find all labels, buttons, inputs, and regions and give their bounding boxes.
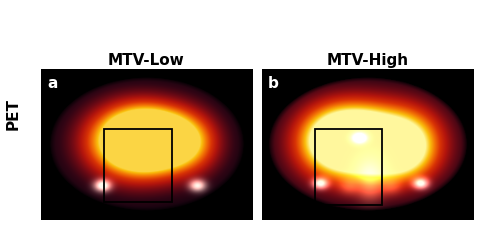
Text: PET: PET bbox=[6, 98, 21, 131]
Bar bbox=[104, 129, 172, 202]
Bar bbox=[315, 129, 382, 205]
Text: a: a bbox=[47, 76, 57, 91]
Text: b: b bbox=[268, 76, 279, 91]
Title: MTV-High: MTV-High bbox=[326, 52, 409, 68]
Title: MTV-Low: MTV-Low bbox=[108, 52, 185, 68]
